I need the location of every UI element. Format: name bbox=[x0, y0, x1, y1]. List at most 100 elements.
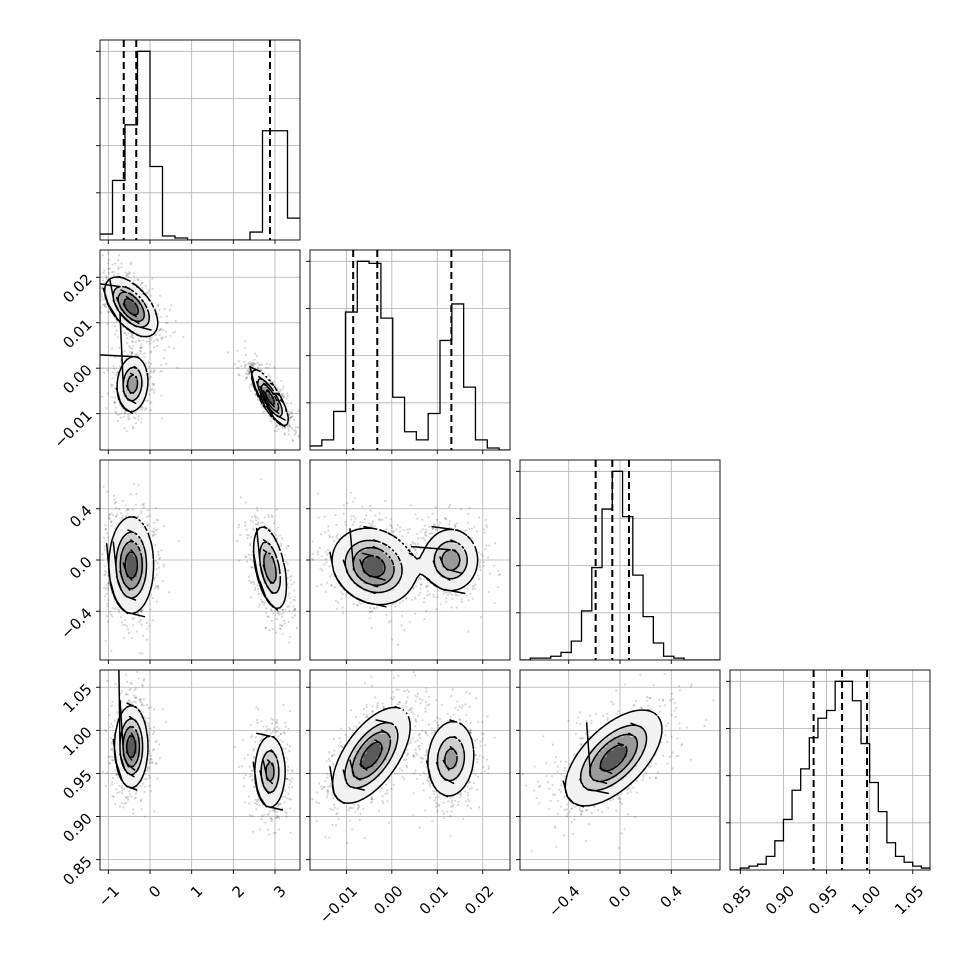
sample-point bbox=[261, 521, 264, 524]
sample-point bbox=[157, 553, 160, 557]
density-cell bbox=[130, 533, 134, 538]
sample-point bbox=[123, 350, 127, 353]
density-cell bbox=[253, 550, 258, 554]
sample-point bbox=[251, 581, 254, 584]
sample-point bbox=[104, 595, 107, 598]
sample-point bbox=[101, 553, 104, 556]
sample-point bbox=[253, 588, 256, 591]
sample-point bbox=[106, 392, 109, 395]
sample-point bbox=[448, 523, 451, 526]
density-cell bbox=[126, 566, 131, 571]
density-cell bbox=[150, 330, 154, 334]
sample-point bbox=[149, 402, 152, 405]
density-cell bbox=[133, 290, 138, 294]
density-cell bbox=[126, 323, 131, 328]
sample-point bbox=[391, 526, 394, 530]
sample-point bbox=[257, 517, 260, 520]
sample-point bbox=[425, 586, 428, 589]
sample-point bbox=[412, 586, 415, 589]
contour-level-2 bbox=[119, 539, 277, 591]
sample-point bbox=[328, 565, 331, 568]
density-cell bbox=[126, 536, 131, 541]
sample-point bbox=[245, 377, 248, 380]
sample-point bbox=[264, 607, 268, 610]
sample-point bbox=[289, 411, 293, 414]
sample-point bbox=[153, 346, 156, 349]
sample-point bbox=[134, 354, 137, 357]
density-cell bbox=[126, 590, 131, 594]
sample-point bbox=[354, 517, 357, 520]
sample-point bbox=[118, 508, 121, 511]
density-cell bbox=[136, 596, 141, 601]
density-cell bbox=[126, 526, 131, 531]
sample-point bbox=[249, 542, 252, 545]
density-cell bbox=[266, 553, 271, 558]
sample-point bbox=[257, 366, 260, 369]
sample-point bbox=[159, 370, 162, 373]
sample-point bbox=[239, 496, 242, 499]
sample-point bbox=[125, 342, 128, 345]
sample-point bbox=[258, 363, 261, 366]
sample-point bbox=[356, 604, 359, 607]
sample-point bbox=[134, 417, 137, 420]
sample-point bbox=[269, 420, 272, 423]
density-cell bbox=[136, 526, 141, 531]
density-cell bbox=[123, 600, 128, 604]
density-cell bbox=[256, 556, 261, 561]
sample-point bbox=[252, 520, 255, 523]
sample-point bbox=[233, 363, 236, 366]
density-cell bbox=[140, 600, 144, 604]
sample-point bbox=[111, 263, 114, 266]
sample-point bbox=[484, 548, 487, 551]
sample-point bbox=[157, 585, 160, 588]
sample-point bbox=[103, 548, 106, 551]
density-cell bbox=[126, 603, 131, 608]
sample-point bbox=[249, 581, 252, 585]
density-cell bbox=[133, 540, 138, 544]
sample-point bbox=[237, 373, 240, 376]
sample-point bbox=[155, 573, 158, 576]
density-cell bbox=[120, 586, 124, 591]
sample-point bbox=[292, 418, 295, 422]
sample-point bbox=[132, 617, 135, 620]
sample-point bbox=[417, 578, 420, 581]
sample-point bbox=[134, 340, 137, 344]
sample-point bbox=[140, 282, 143, 285]
sample-point bbox=[249, 596, 253, 599]
contour-level-1 bbox=[100, 279, 286, 421]
sample-point bbox=[419, 587, 422, 590]
sample-point bbox=[108, 517, 111, 521]
density-cell bbox=[140, 596, 144, 601]
sample-point bbox=[117, 266, 120, 269]
sample-point bbox=[410, 598, 413, 601]
sample-point bbox=[106, 369, 109, 372]
density-cell bbox=[136, 326, 141, 331]
density-cell bbox=[133, 393, 138, 398]
sample-point bbox=[107, 267, 110, 271]
sample-point bbox=[125, 274, 129, 277]
density-cell bbox=[116, 556, 121, 561]
sample-point bbox=[156, 344, 159, 347]
sample-point bbox=[238, 374, 241, 377]
sample-point bbox=[368, 617, 371, 620]
density-cell bbox=[256, 536, 261, 541]
sample-point bbox=[103, 536, 106, 539]
sample-point bbox=[237, 526, 240, 529]
sample-point bbox=[125, 625, 128, 628]
sample-point bbox=[302, 560, 304, 562]
sample-point bbox=[156, 304, 159, 307]
density-cell bbox=[120, 303, 124, 308]
sample-point bbox=[140, 610, 143, 613]
density-cell bbox=[266, 533, 271, 538]
sample-point bbox=[391, 638, 394, 641]
density-cell bbox=[126, 290, 131, 294]
density-cell bbox=[273, 560, 278, 564]
sample-point bbox=[289, 416, 292, 419]
sample-point bbox=[281, 392, 284, 395]
sample-point bbox=[152, 619, 155, 622]
sample-point bbox=[152, 371, 155, 374]
sample-point bbox=[237, 366, 240, 369]
sample-point bbox=[124, 623, 127, 626]
sample-point bbox=[275, 508, 278, 511]
sample-point bbox=[249, 519, 252, 522]
